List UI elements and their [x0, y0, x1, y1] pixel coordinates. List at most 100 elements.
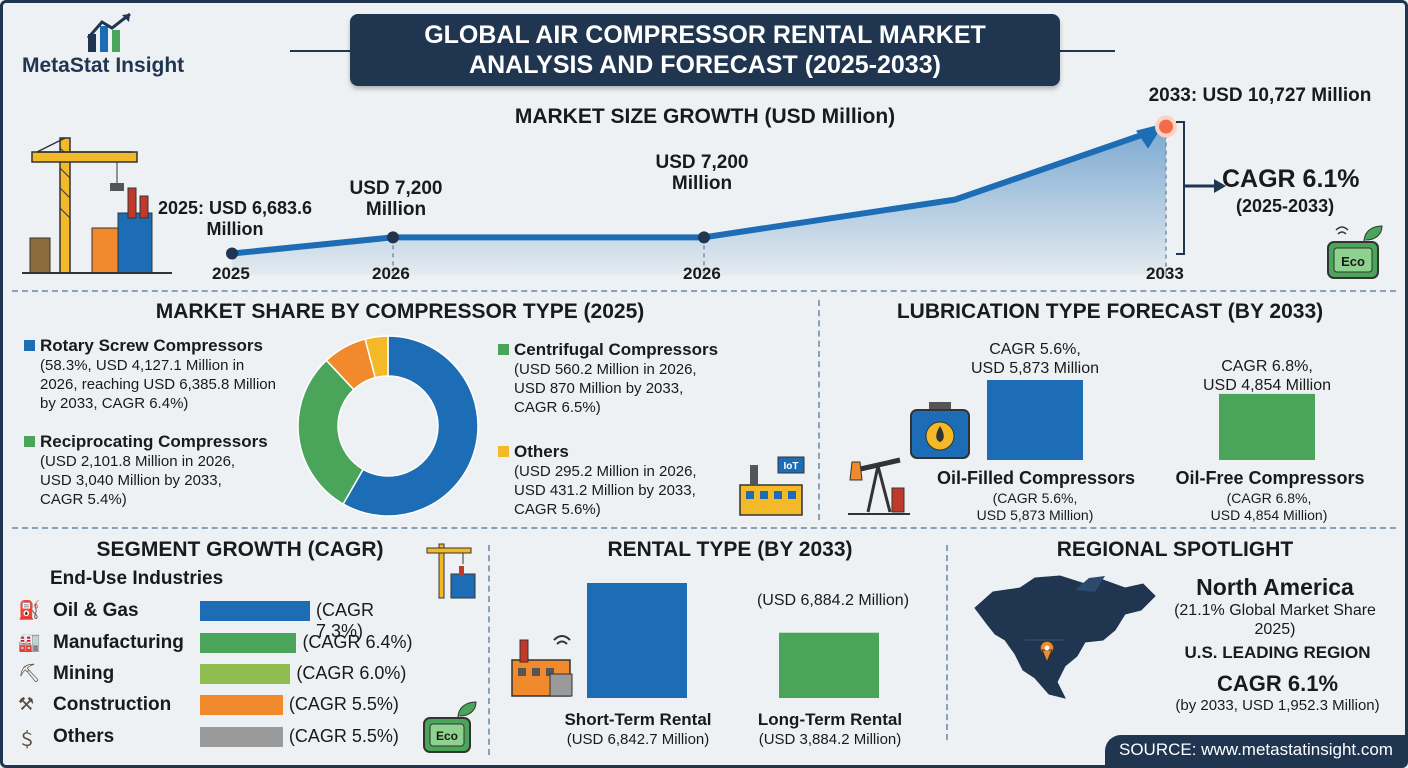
- regional-leading: U.S. LEADING REGION: [1184, 643, 1371, 662]
- segment-subtitle: End-Use Industries: [50, 568, 224, 589]
- regional-cagr-sub: (by 2033, USD 1,952.3 Million): [1175, 697, 1380, 714]
- segment-row: ⛏ Mining (CAGR 6.0%): [18, 661, 418, 687]
- lub-name-2: Oil-Free Compressors: [1175, 468, 1365, 488]
- legend-swatch-centrifugal: [498, 344, 509, 355]
- rental-bar-chart: [587, 583, 879, 698]
- segment-name: Oil & Gas: [53, 600, 139, 621]
- label-2026: USD 7,200 Million: [349, 178, 443, 220]
- segment-bar: [200, 601, 310, 621]
- growth-cagr: CAGR 6.1%: [1222, 165, 1360, 193]
- segment-name: Construction: [53, 694, 172, 715]
- mining-icon: ⛏: [18, 663, 41, 683]
- legend-swatch-rotary: [24, 340, 35, 351]
- growth-point-2: [698, 231, 710, 244]
- oil-pump-jack-icon: [848, 457, 910, 515]
- rental-title: RENTAL TYPE (BY 2033): [607, 538, 853, 561]
- growth-title: MARKET SIZE GROWTH (USD Million): [514, 105, 896, 128]
- segment-name: Manufacturing: [53, 632, 184, 653]
- eco-text: Eco: [1341, 254, 1365, 269]
- segment-value: (CAGR 6.0%): [296, 663, 407, 683]
- lubrication-bar-chart: [987, 380, 1315, 460]
- rental-bar-1: [779, 632, 879, 698]
- lubrication-title: LUBRICATION TYPE FORECAST (BY 2033): [896, 300, 1324, 323]
- construction-icon: [426, 543, 476, 599]
- legend-name-centrifugal: Centrifugal Compressors: [514, 340, 719, 359]
- segment-row: 🏭 Manufacturing (CAGR 6.4%): [18, 630, 418, 656]
- lub-bar-1: [1219, 393, 1315, 460]
- segment-value: (CAGR 5.5%): [288, 694, 399, 714]
- regional-share: (21.1% Global Market Share 2025): [1174, 602, 1376, 638]
- rental-name-2: Long-Term Rental: [757, 710, 903, 729]
- x-tick-2033: 2033: [1146, 264, 1184, 283]
- page-title: GLOBAL AIR COMPRESSOR RENTAL MARKET ANAL…: [350, 14, 1060, 86]
- lub-top-label-2: CAGR 6.8%, USD 4,854 Million: [1202, 358, 1332, 394]
- regional-cagr: CAGR 6.1%: [1216, 671, 1339, 696]
- growth-point-3: [1155, 115, 1177, 138]
- divider-v-2: [488, 545, 490, 755]
- x-tick-2026b: 2026: [683, 264, 721, 283]
- rental-sub-1: (USD 6,842.7 Million): [566, 731, 710, 748]
- legend-swatch-reciprocating: [24, 436, 35, 447]
- legend-reciprocating: Reciprocating Compressors (USD 2,101.8 M…: [24, 432, 314, 509]
- crane-factory-icon: [22, 137, 172, 274]
- legend-detail-centrifugal: (USD 560.2 Million in 2026, USD 870 Mill…: [514, 361, 697, 416]
- legend-others: Others (USD 295.2 Million in 2026, USD 4…: [498, 442, 748, 519]
- legend-detail-reciprocating: (USD 2,101.8 Million in 2026, USD 3,040 …: [40, 453, 236, 508]
- north-america-map: [974, 575, 1156, 699]
- segment-bar: [200, 695, 283, 715]
- divider-2: [12, 527, 1396, 529]
- growth-chart: [226, 115, 1177, 275]
- segment-bar: [200, 727, 283, 747]
- legend-name-reciprocating: Reciprocating Compressors: [40, 432, 268, 451]
- label-2025: 2025: USD 6,683.6 Million: [157, 198, 313, 239]
- divider-v-3: [946, 545, 948, 740]
- legend-name-rotary: Rotary Screw Compressors: [40, 336, 263, 355]
- donut-slice-3: [364, 335, 389, 379]
- segment-value: (CAGR 5.5%): [288, 726, 399, 746]
- segment-value: (CAGR 7.3%): [316, 600, 374, 641]
- source-footer: SOURCE: www.metastatinsight.com: [1105, 735, 1405, 765]
- legend-detail-others: (USD 295.2 Million in 2026, USD 431.2 Mi…: [514, 463, 697, 518]
- oil-pump-icon: ⛽: [18, 600, 41, 620]
- logo-icon: [86, 12, 131, 52]
- segment-value: (CAGR 6.4%): [302, 632, 413, 652]
- label-2026b: USD 7,200 Million: [655, 152, 749, 194]
- donut-slice-1: [297, 359, 365, 506]
- lub-top-label-1: CAGR 5.6%, USD 5,873 Million: [970, 341, 1100, 377]
- segment-name: Others: [53, 726, 115, 747]
- lub-sub-1: (CAGR 5.6%, USD 5,873 Million): [976, 490, 1094, 523]
- cagr-bracket: [1176, 121, 1226, 255]
- title-rule-left: [290, 50, 350, 52]
- rental-bar-0: [587, 583, 687, 698]
- rental-sub-2: (USD 3,884.2 Million): [758, 731, 902, 748]
- lub-bar-0: [987, 380, 1083, 460]
- segment-title: SEGMENT GROWTH (CAGR): [96, 538, 384, 561]
- label-2033: 2033: USD 10,727 Million: [1148, 85, 1372, 106]
- title-line-1: GLOBAL AIR COMPRESSOR RENTAL MARKET: [424, 21, 986, 49]
- divider-v-1: [818, 300, 820, 520]
- growth-point-1: [387, 231, 399, 244]
- growth-cagr-period: (2025-2033): [1236, 196, 1335, 216]
- segment-bar: [200, 664, 291, 684]
- eco-battery-icon: Eco: [1327, 225, 1383, 279]
- brand-name: MetaStat Insight: [22, 54, 185, 77]
- divider-1: [12, 290, 1396, 292]
- iot-text: IoT: [784, 461, 799, 472]
- title-rule-right: [1060, 50, 1115, 52]
- factory-wifi-icon: [511, 635, 573, 697]
- factory-icon: 🏭: [18, 632, 41, 652]
- legend-rotary: Rotary Screw Compressors (58.3%, USD 4,1…: [24, 336, 314, 413]
- legend-swatch-others: [498, 446, 509, 457]
- tools-icon: ⚒: [18, 694, 35, 714]
- legend-name-others: Others: [514, 442, 569, 461]
- segment-row: ＄ Others (CAGR 5.5%): [18, 724, 418, 750]
- lub-sub-2: (CAGR 6.8%, USD 4,854 Million): [1210, 490, 1328, 523]
- regional-title: REGIONAL SPOTLIGHT: [1056, 538, 1294, 561]
- segment-row: ⚒ Construction (CAGR 5.5%): [18, 692, 418, 718]
- rental-top-label: (USD 6,884.2 Million): [756, 592, 910, 609]
- segment-bar: [200, 633, 297, 653]
- legend-detail-rotary: (58.3%, USD 4,127.1 Million in 2026, rea…: [40, 357, 276, 412]
- lub-name-1: Oil-Filled Compressors: [936, 468, 1136, 488]
- share-title: MARKET SHARE BY COMPRESSOR TYPE (2025): [155, 300, 645, 323]
